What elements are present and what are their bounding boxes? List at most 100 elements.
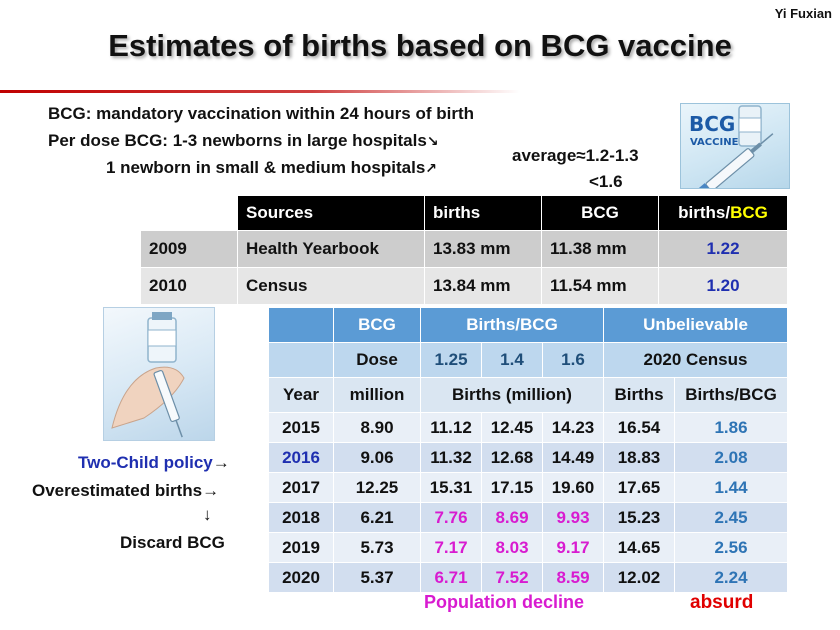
table-row: 2010 Census 13.84 mm 11.54 mm 1.20 (140, 267, 788, 305)
table2-births-14: 12.45 (481, 412, 543, 443)
absurd-label: absurd (690, 592, 754, 613)
table2-census-label: 2020 Census (603, 342, 788, 378)
table2-year: 2017 (268, 472, 334, 503)
table1-source: Census (237, 267, 425, 305)
table2-year-label: Year (268, 377, 334, 413)
intro-line-2-text: Per dose BCG: 1-3 newborns in large hosp… (48, 131, 427, 150)
table2-births-14: 8.03 (481, 532, 543, 563)
table2-census-ratio: 2.08 (674, 442, 788, 473)
arrow-down-icon: ↓ (203, 505, 212, 524)
overestimated-births-text: Overestimated births (32, 481, 203, 500)
table1-births: 13.84 mm (424, 267, 542, 305)
table-row: 2020 5.37 6.71 7.52 8.59 12.02 2.24 (268, 562, 788, 593)
vaccine-hand-image (103, 307, 215, 441)
vaccine-image-text-2: VACCINE (690, 137, 739, 148)
table2-year: 2020 (268, 562, 334, 593)
table2-census-ratio: 2.56 (674, 532, 788, 563)
arrow-up-right-icon: ↗ (425, 160, 438, 176)
bcg-estimates-table: BCG Births/BCG Unbelievable Dose 1.25 1.… (268, 307, 788, 593)
table-row: 2009 Health Yearbook 13.83 mm 11.38 mm 1… (140, 230, 788, 268)
table2-births-16: 9.17 (542, 532, 604, 563)
table1-header-ratio: births/BCG (658, 195, 788, 231)
table2-million-label: million (333, 377, 421, 413)
table2-blank-1 (268, 307, 334, 343)
average-text: average≈1.2-1.3 (512, 146, 639, 165)
table2-dose-3: 1.6 (542, 342, 604, 378)
table2-year: 2019 (268, 532, 334, 563)
slide-title: Estimates of births based on BCG vaccine (108, 28, 732, 63)
less-than-text: <1.6 (589, 172, 623, 191)
arrow-right-icon: → (212, 453, 230, 472)
table2-census-ratio: 2.45 (674, 502, 788, 533)
table2-births-16: 19.60 (542, 472, 604, 503)
table1-header-row: Sources births BCG births/BCG (140, 195, 788, 231)
table2-census-births-label: Births (603, 377, 675, 413)
table2-header-row-1: BCG Births/BCG Unbelievable (268, 307, 788, 343)
author-name: Yi Fuxian (774, 6, 832, 21)
table2-bcg-dose: 8.90 (333, 412, 421, 443)
table2-births-125: 6.71 (420, 562, 482, 593)
table-row: 2018 6.21 7.76 8.69 9.93 15.23 2.45 (268, 502, 788, 533)
table2-bcg-dose: 5.73 (333, 532, 421, 563)
table2-dose-label: Dose (333, 342, 421, 378)
intro-line-3-text: 1 newborn in small & medium hospitals (106, 158, 426, 177)
two-child-policy-note: Two-Child policy→ (78, 453, 230, 473)
table2-census-births: 12.02 (603, 562, 675, 593)
table2-bcg-dose: 6.21 (333, 502, 421, 533)
table2-births-125: 11.12 (420, 412, 482, 443)
population-decline-label: Population decline (424, 592, 585, 612)
table1-births: 13.83 mm (424, 230, 542, 268)
table-row: 2019 5.73 7.17 8.03 9.17 14.65 2.56 (268, 532, 788, 563)
table1-ratio: 1.20 (658, 267, 788, 305)
table2-births-million-label: Births (million) (420, 377, 604, 413)
table2-births-125: 15.31 (420, 472, 482, 503)
table2-unbelievable-label: Unbelievable (603, 307, 788, 343)
table2-header-row-3: Year million Births (million) Births Bir… (268, 377, 788, 413)
bcg-sources-table: Sources births BCG births/BCG 2009 Healt… (140, 195, 788, 305)
table2-births-bcg-label: Births/BCG (420, 307, 604, 343)
table1-ratio: 1.22 (658, 230, 788, 268)
table1-header-ratio-bcg: BCG (730, 203, 768, 222)
table1-header-births: births (424, 195, 542, 231)
table1-bcg: 11.38 mm (541, 230, 659, 268)
table1-header-bcg: BCG (541, 195, 659, 231)
table2-births-14: 7.52 (481, 562, 543, 593)
table2-births-125: 7.76 (420, 502, 482, 533)
table2-births-14: 17.15 (481, 472, 543, 503)
overestimated-births-note: Overestimated births→ (32, 481, 219, 501)
table1-bcg: 11.54 mm (541, 267, 659, 305)
table2-header-row-2: Dose 1.25 1.4 1.6 2020 Census (268, 342, 788, 378)
table2-census-ratio-label: Births/BCG (674, 377, 788, 413)
table1-source: Health Yearbook (237, 230, 425, 268)
table2-census-ratio: 1.44 (674, 472, 788, 503)
table2-births-16: 14.23 (542, 412, 604, 443)
table2-census-births: 18.83 (603, 442, 675, 473)
bcg-vaccine-image: BCG VACCINE (680, 103, 790, 189)
table2-births-14: 8.69 (481, 502, 543, 533)
intro-line-1: BCG: mandatory vaccination within 24 hou… (48, 104, 474, 123)
arrow-down-right-icon: ↘ (426, 133, 439, 149)
table2-births-14: 12.68 (481, 442, 543, 473)
table2-year: 2015 (268, 412, 334, 443)
table2-census-births: 15.23 (603, 502, 675, 533)
table2-births-16: 9.93 (542, 502, 604, 533)
table1-header-ratio-births: births/ (678, 203, 731, 222)
table2-dose-1: 1.25 (420, 342, 482, 378)
table2-census-births: 17.65 (603, 472, 675, 503)
table-row: 2015 8.90 11.12 12.45 14.23 16.54 1.86 (268, 412, 788, 443)
table2-year: 2018 (268, 502, 334, 533)
vaccine-image-text-1: BCG (689, 112, 736, 136)
intro-line-2: Per dose BCG: 1-3 newborns in large hosp… (48, 131, 439, 151)
title-rule (0, 90, 520, 93)
table-row: 2016 9.06 11.32 12.68 14.49 18.83 2.08 (268, 442, 788, 473)
discard-bcg-note: Discard BCG (120, 533, 225, 552)
table2-census-ratio: 2.24 (674, 562, 788, 593)
table2-census-births: 14.65 (603, 532, 675, 563)
table1-year: 2010 (140, 267, 238, 305)
table2-births-16: 8.59 (542, 562, 604, 593)
table1-year: 2009 (140, 230, 238, 268)
table2-bcg-dose: 5.37 (333, 562, 421, 593)
table1-header-sources: Sources (237, 195, 425, 231)
table2-births-16: 14.49 (542, 442, 604, 473)
table2-bcg-dose: 12.25 (333, 472, 421, 503)
